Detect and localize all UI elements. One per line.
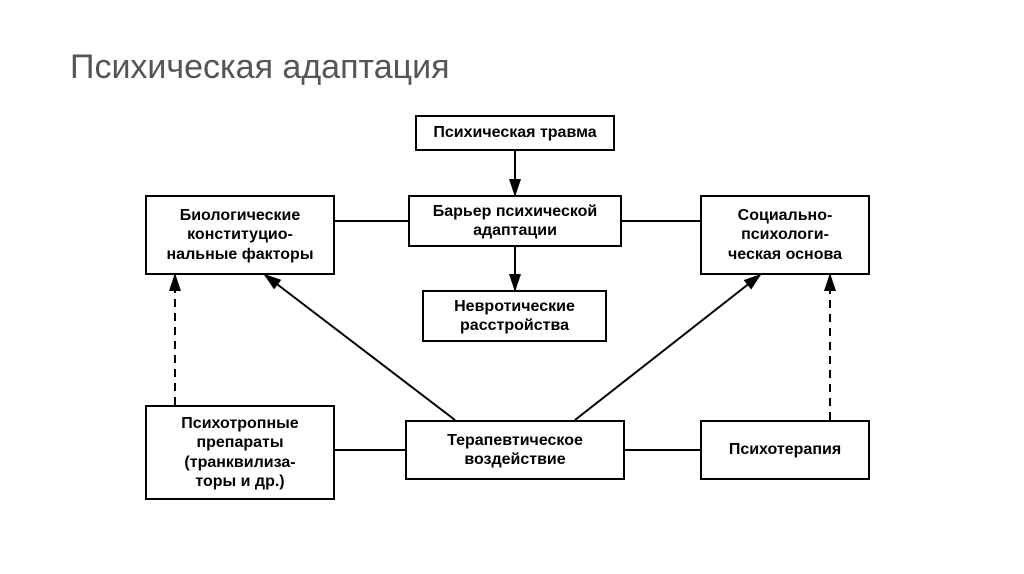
node-psycho: Психотерапия [700,420,870,480]
node-drugs: Психотропныепрепараты(транквилиза-торы и… [145,405,335,500]
node-neuro: Невротическиерасстройства [422,290,607,342]
node-barrier: Барьер психическойадаптации [408,195,622,247]
node-trauma: Психическая травма [415,115,615,151]
page-title: Психическая адаптация [70,48,449,87]
node-social: Социально-психологи-ческая основа [700,195,870,275]
node-bio: Биологическиеконституцио-нальные факторы [145,195,335,275]
node-therapy: Терапевтическоевоздействие [405,420,625,480]
